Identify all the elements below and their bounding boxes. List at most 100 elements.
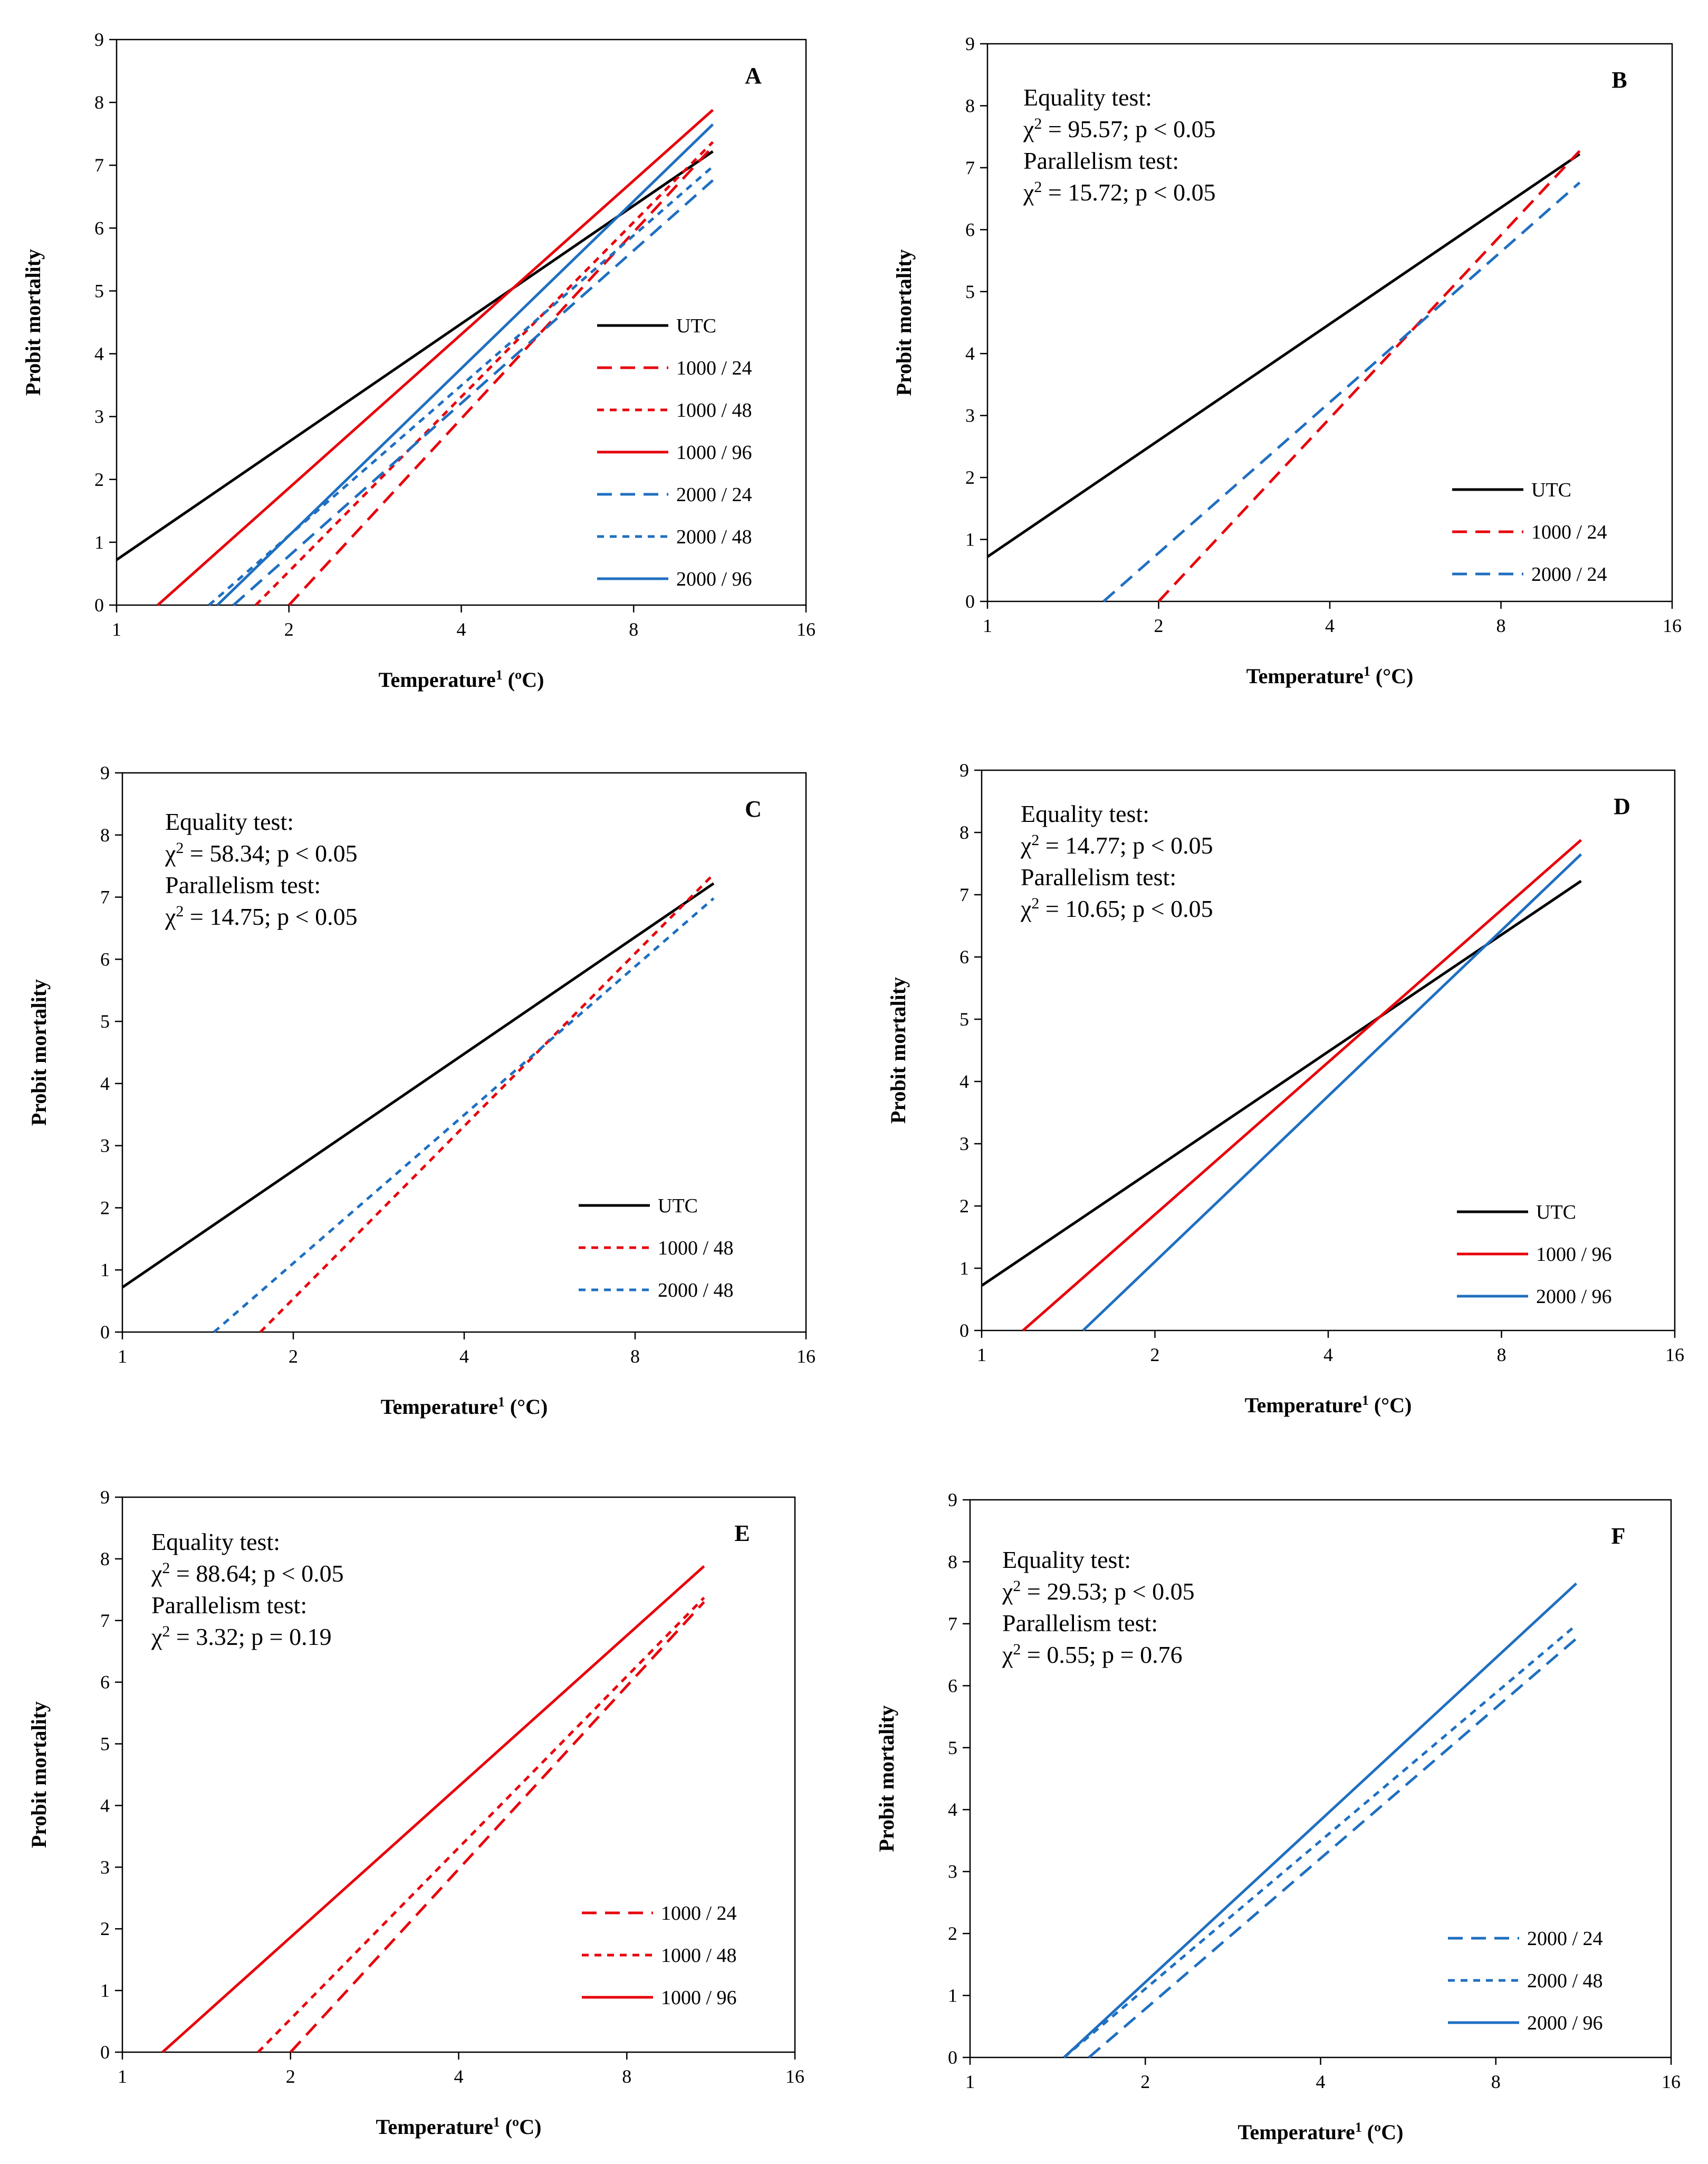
x-tick-label: 8 (630, 1346, 640, 1367)
x-axis-title-text: Temperature (1245, 1393, 1362, 1417)
x-tick-label: 16 (1662, 2071, 1681, 2092)
legend-label: 1000 / 96 (661, 1987, 737, 2009)
stat-superscript: 2 (1031, 895, 1039, 912)
stat-line: Equality test: (1021, 800, 1149, 827)
stat-chi-symbol: χ (1020, 895, 1032, 922)
x-tick-label: 2 (286, 2066, 295, 2087)
stat-chi-symbol: χ (1002, 1578, 1013, 1605)
y-axis-title: Probit mortality (892, 249, 916, 396)
legend: UTC 1000 / 96 2000 / 96 (1457, 1201, 1612, 1308)
x-tick-label: 8 (622, 2066, 631, 2087)
legend-label: 2000 / 96 (1527, 2012, 1603, 2034)
legend-label: 2000 / 96 (676, 568, 752, 590)
legend-label: 1000 / 24 (1531, 521, 1607, 543)
y-tick-label: 1 (965, 529, 975, 550)
y-tick-label: 4 (100, 1795, 110, 1816)
legend-label: UTC (658, 1195, 698, 1217)
x-axis-title-unit: (°C) (1369, 1393, 1412, 1417)
stat-line: χ2 = 15.72; p < 0.05 (1023, 178, 1216, 206)
stat-line: Parallelism test: (1023, 147, 1179, 174)
stat-value: = 10.65; p < 0.05 (1039, 895, 1213, 922)
x-axis-title-text: Temperature (1238, 2120, 1355, 2144)
x-axis-title-unit: (°C) (505, 1395, 548, 1419)
y-tick-label: 0 (100, 1322, 110, 1343)
y-tick-label: 2 (94, 469, 104, 490)
y-tick-label: 4 (100, 1073, 110, 1094)
panel-letter: F (1611, 1523, 1626, 1549)
y-tick-label: 1 (100, 1259, 110, 1280)
series-line-2000-96 (216, 123, 714, 606)
series-line-2000-48 (1063, 1624, 1578, 2058)
stat-superscript: 2 (162, 1559, 170, 1577)
x-axis-title: Temperature1 (ºC) (379, 667, 544, 692)
y-tick-label: 7 (948, 1613, 957, 1634)
x-tick-label: 4 (454, 2066, 464, 2087)
stat-chi-symbol: χ (165, 903, 176, 930)
y-tick-label: 5 (94, 280, 104, 301)
y-tick-label: 9 (100, 762, 110, 783)
stat-superscript: 2 (176, 903, 184, 920)
legend-label: 1000 / 48 (661, 1945, 737, 1967)
series-line-1000-24 (289, 1601, 705, 2053)
legend-label: 2000 / 48 (1527, 1970, 1603, 1992)
y-tick-label: 3 (100, 1856, 110, 1878)
y-tick-label: 9 (94, 29, 104, 50)
stat-value: = 14.75; p < 0.05 (184, 903, 357, 930)
y-tick-label: 3 (959, 1133, 969, 1154)
series-line-2000-24 (1102, 181, 1581, 602)
y-tick-label: 0 (959, 1320, 969, 1341)
stat-superscript: 2 (1034, 178, 1042, 196)
y-tick-label: 6 (100, 949, 110, 970)
x-tick-label: 2 (284, 619, 294, 640)
y-tick-label: 0 (94, 595, 104, 616)
y-tick-label: 7 (100, 1610, 110, 1631)
y-tick-label: 1 (100, 1980, 110, 2001)
stat-line: χ2 = 88.64; p < 0.05 (151, 1559, 344, 1587)
stat-line: Equality test: (151, 1528, 280, 1555)
y-tick-label: 1 (94, 532, 104, 553)
statistics-annotation: Equality test:χ2 = 14.77; p < 0.05Parall… (1020, 800, 1213, 922)
y-tick-label: 9 (948, 1489, 957, 1510)
series-line-1000-48 (257, 1596, 705, 2053)
y-tick-label: 6 (94, 217, 104, 238)
stat-superscript: 2 (1031, 831, 1039, 849)
x-axis-title-superscript: 1 (1364, 664, 1370, 679)
x-axis-title: Temperature1 (°C) (1246, 664, 1414, 688)
stat-value: = 15.72; p < 0.05 (1042, 179, 1215, 206)
x-tick-label: 8 (629, 619, 638, 640)
stat-value: = 88.64; p < 0.05 (170, 1560, 343, 1587)
stat-chi-symbol: χ (151, 1623, 162, 1650)
y-tick-label: 6 (100, 1672, 110, 1693)
stat-chi-symbol: χ (151, 1560, 162, 1587)
series-line-2000-48 (208, 165, 714, 606)
y-tick-label: 3 (965, 405, 975, 426)
series-line-1000-24 (1157, 150, 1581, 602)
stat-chi-symbol: χ (165, 840, 176, 867)
stat-line: Equality test: (1023, 84, 1152, 111)
stat-chi-symbol: χ (1020, 832, 1032, 859)
y-tick-label: 7 (959, 884, 969, 905)
x-axis-title-text: Temperature (1246, 664, 1364, 688)
statistics-annotation: Equality test:χ2 = 88.64; p < 0.05Parall… (151, 1528, 344, 1650)
statistics-annotation: Equality test:χ2 = 29.53; p < 0.05Parall… (1002, 1546, 1195, 1668)
stat-value: = 29.53; p < 0.05 (1021, 1578, 1194, 1605)
y-tick-label: 4 (959, 1071, 969, 1092)
stat-line: χ2 = 58.34; p < 0.05 (165, 839, 358, 867)
y-axis-title: Probit mortality (875, 1705, 898, 1852)
stat-line: χ2 = 10.65; p < 0.05 (1020, 895, 1213, 923)
y-axis-title: Probit mortality (27, 1701, 51, 1848)
y-tick-label: 2 (965, 467, 975, 488)
stat-line: Parallelism test: (1002, 1610, 1158, 1636)
x-axis-title: Temperature1 (°C) (381, 1394, 548, 1419)
panel-letter: D (1614, 793, 1630, 819)
y-tick-label: 8 (959, 822, 969, 843)
y-tick-label: 0 (948, 2047, 957, 2068)
series-line-2000-24 (1088, 1638, 1578, 2058)
x-tick-label: 1 (112, 619, 121, 640)
x-tick-label: 1 (965, 2071, 975, 2092)
x-tick-label: 2 (289, 1346, 298, 1367)
y-tick-label: 1 (959, 1258, 969, 1279)
